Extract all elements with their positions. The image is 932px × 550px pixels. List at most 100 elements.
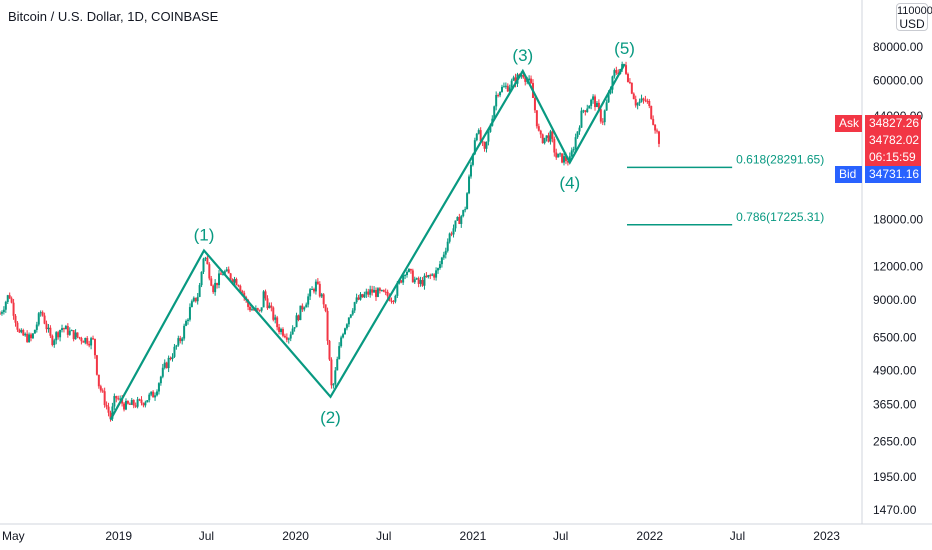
candle-body — [458, 217, 461, 224]
candle-body — [384, 291, 387, 293]
candle-body — [243, 292, 246, 298]
elliott-wave-drawing[interactable]: (1) (2) (3) (4) (5) — [109, 39, 635, 427]
candle-body — [84, 337, 87, 343]
candle-body — [45, 323, 48, 330]
fib-levels[interactable]: 0.618(28291.65) 0.786(17225.31) — [626, 152, 824, 226]
candle-body — [330, 359, 333, 386]
candle-body — [0, 313, 1, 315]
candle-body — [37, 313, 40, 325]
chart-title: Bitcoin / U.S. Dollar, 1D, COINBASE — [8, 9, 219, 24]
candle-body — [497, 95, 500, 97]
wave-label: (4) — [559, 173, 580, 192]
candle-body — [163, 362, 166, 368]
candle-body — [386, 291, 389, 297]
currency-top-price: 110000.00 — [897, 5, 932, 17]
candle-body — [539, 130, 542, 135]
candle-body — [312, 288, 315, 292]
candle-body — [307, 296, 310, 305]
candle-body — [566, 161, 569, 163]
candle-body — [594, 96, 597, 108]
candle-body — [78, 337, 81, 339]
candle-body — [485, 141, 488, 149]
candle-body — [592, 96, 595, 100]
candle-body — [630, 82, 633, 94]
candle-body — [489, 125, 492, 132]
candle-body — [487, 131, 490, 142]
candle-body — [359, 294, 362, 300]
candle-body — [258, 309, 261, 311]
candle-body — [580, 110, 583, 128]
candle-body — [247, 299, 250, 307]
candle-body — [363, 294, 366, 298]
candle-body — [652, 118, 655, 125]
candle-body — [615, 70, 618, 73]
candle-body — [495, 95, 498, 107]
candle-body — [219, 273, 222, 275]
candle-body — [35, 324, 38, 330]
candle-body — [427, 275, 430, 278]
candle-body — [194, 297, 197, 302]
candle-body — [33, 329, 36, 334]
candle-body — [187, 319, 190, 321]
candle-body — [650, 106, 653, 119]
candle-body — [433, 274, 436, 278]
candle-body — [380, 289, 383, 291]
candle-body — [196, 296, 199, 302]
candle-body — [61, 328, 64, 330]
candle-body — [72, 330, 75, 340]
price-axis[interactable]: 80000.0060000.0044000.0018000.0012000.00… — [873, 40, 923, 517]
candle-body — [506, 85, 509, 92]
candle-body — [365, 291, 368, 295]
x-tick-label: 2022 — [636, 529, 663, 543]
candle-body — [407, 268, 410, 272]
candle-body — [402, 275, 405, 283]
x-tick-label: 2023 — [813, 529, 840, 543]
candle-body — [99, 386, 102, 391]
candle-body — [322, 294, 325, 305]
candle-body — [150, 391, 153, 395]
candle-body — [625, 65, 628, 74]
candle-body — [293, 327, 296, 329]
candle-body — [345, 324, 348, 329]
candle-body — [404, 274, 407, 276]
candle-body — [514, 77, 517, 84]
candle-body — [55, 332, 58, 341]
candle-body — [97, 374, 100, 387]
candle-body — [336, 359, 339, 371]
candle-body — [564, 156, 567, 162]
currency-button[interactable]: 110000.00 USD — [896, 3, 932, 31]
candle-body — [448, 233, 451, 242]
time-axis[interactable]: May 2019 Jul 2020 Jul 2021 Jul 2022 Jul 2023 — [2, 529, 840, 543]
candle-body — [237, 285, 240, 287]
candle-body — [142, 403, 145, 406]
candle-body — [109, 412, 112, 419]
candle-body — [299, 305, 302, 321]
bid-price-badge: 34731.16 — [865, 166, 921, 183]
candle-body — [93, 338, 96, 356]
candle-body — [551, 131, 554, 139]
candle-body — [130, 400, 133, 405]
fib-level-label: 0.618(28291.65) — [736, 152, 824, 166]
candle-body — [128, 403, 131, 405]
candle-body — [316, 281, 319, 284]
ask-label-badge: Ask — [835, 115, 862, 132]
x-tick-label: Jul — [553, 529, 568, 543]
candle-body — [646, 100, 649, 102]
y-tick-label: 3650.00 — [873, 397, 917, 411]
candle-body — [572, 149, 575, 151]
candle-body — [394, 295, 397, 302]
candle-body — [590, 99, 593, 106]
candle-body — [124, 400, 127, 410]
candle-body — [375, 289, 378, 297]
candle-body — [429, 275, 432, 277]
wave-line[interactable] — [109, 63, 626, 421]
candle-body — [466, 193, 469, 210]
candle-body — [537, 126, 540, 131]
candle-body — [39, 312, 42, 314]
candle-body — [26, 333, 29, 342]
candle-body — [369, 289, 372, 295]
candle-body — [553, 138, 556, 153]
candle-body — [423, 275, 426, 286]
candle-body — [376, 288, 379, 297]
